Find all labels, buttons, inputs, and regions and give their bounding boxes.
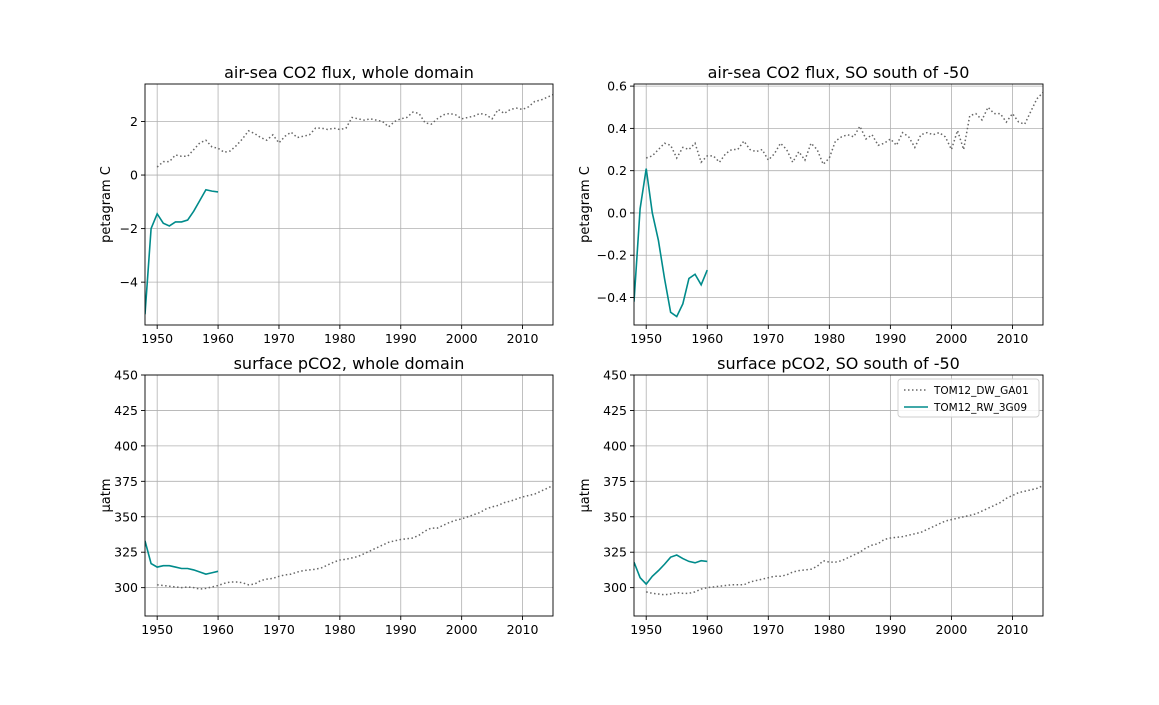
chart-4-y-tick-label-6: 450 <box>603 368 627 383</box>
chart-1-ylabel: petagram C <box>99 166 114 243</box>
chart-3-x-tick-label-1980: 1980 <box>324 622 356 637</box>
chart-2-series-dw-ga01-line <box>645 91 1043 166</box>
chart-2-axes-frame <box>633 83 1044 326</box>
chart-2-ylabel: petagram C <box>578 166 593 243</box>
chart-4-y-tick-label-5: 425 <box>603 403 627 418</box>
legend-box <box>897 378 1040 418</box>
chart-2-y-tick-label-0: −0.4 <box>597 290 627 305</box>
chart-1-series-dw-ga01-line <box>156 94 553 168</box>
chart-1-y-tick-label-1: −2 <box>120 221 138 236</box>
chart-2-y-tick-label-5: 0.6 <box>607 79 627 94</box>
chart-4-legend: TOM12_DW_GA01 TOM12_RW_3G09 <box>897 378 1040 418</box>
chart-4-x-tick-label-2010: 2010 <box>997 622 1029 637</box>
legend-label-rw-3g09: TOM12_RW_3G09 <box>933 402 1027 414</box>
chart-1-x-tick-label-1960: 1960 <box>202 331 234 346</box>
chart-1-x-tick-label-1990: 1990 <box>385 331 417 346</box>
chart-2-x-tick-label-1990: 1990 <box>874 331 906 346</box>
chart-4-y-tick-label-3: 375 <box>603 474 627 489</box>
chart-3-y-tick-label-5: 425 <box>114 403 138 418</box>
chart-1-x-tick-label-1970: 1970 <box>263 331 295 346</box>
chart-3-ylabel: μatm <box>99 479 114 513</box>
chart-4: 1950 1960 1970 1980 1990 2000 2010 300 325 350 375… <box>578 354 1044 637</box>
chart-3-y-tick-label-1: 325 <box>114 545 138 560</box>
chart-3-x-tick-label-1990: 1990 <box>385 622 417 637</box>
chart-4-y-tick-label-4: 400 <box>603 438 627 453</box>
chart-4-title: surface pCO2, SO south of -50 <box>717 354 960 373</box>
chart-2-x-tick-label-1970: 1970 <box>752 331 784 346</box>
chart-4-y-tick-label-2: 350 <box>603 509 627 524</box>
chart-2: 1950 1960 1970 1980 1990 2000 2010 −0.4 −0.2 0.0 0… <box>578 63 1044 346</box>
chart-2-x-tick-label-1950: 1950 <box>630 331 662 346</box>
chart-1-title: air-sea CO2 flux, whole domain <box>224 63 474 82</box>
chart-3-y-tick-label-6: 450 <box>114 368 138 383</box>
chart-3-y-tick-label-2: 350 <box>114 509 138 524</box>
chart-3-title: surface pCO2, whole domain <box>234 354 465 373</box>
chart-3: 1950 1960 1970 1980 1990 2000 2010 300 325 350 375… <box>99 354 554 637</box>
chart-4-y-tick-label-1: 325 <box>603 545 627 560</box>
chart-3-y-tick-label-4: 400 <box>114 438 138 453</box>
chart-2-y-tick-label-4: 0.4 <box>607 121 627 136</box>
chart-3-x-tick-label-2010: 2010 <box>507 622 539 637</box>
legend-label-dw-ga01: TOM12_DW_GA01 <box>933 385 1029 397</box>
chart-1-axes-frame <box>144 83 554 326</box>
chart-2-series-rw-3g09-line <box>634 168 708 318</box>
chart-1: 1950 1960 1970 1980 1990 2000 2010 −4 −2 0 2 air-se… <box>99 63 554 346</box>
chart-3-x-tick-label-1970: 1970 <box>263 622 295 637</box>
chart-4-x-tick-label-1990: 1990 <box>874 622 906 637</box>
chart-2-x-tick-label-2000: 2000 <box>936 331 968 346</box>
chart-4-x-tick-label-1960: 1960 <box>691 622 723 637</box>
chart-4-series-rw-3g09-line <box>634 554 708 586</box>
chart-2-x-tick-label-2010: 2010 <box>997 331 1029 346</box>
chart-4-x-tick-label-1950: 1950 <box>630 622 662 637</box>
chart-3-y-tick-label-0: 300 <box>114 580 138 595</box>
chart-3-x-tick-label-2000: 2000 <box>446 622 478 637</box>
chart-3-x-tick-label-1960: 1960 <box>202 622 234 637</box>
chart-3-y-tick-label-3: 375 <box>114 474 138 489</box>
chart-3-series-dw-ga01-line <box>157 484 553 590</box>
chart-4-ylabel: μatm <box>578 479 593 513</box>
chart-2-y-tick-label-2: 0.0 <box>607 205 627 220</box>
chart-4-x-tick-label-1980: 1980 <box>813 622 845 637</box>
chart-2-x-tick-label-1960: 1960 <box>691 331 723 346</box>
chart-2-x-tick-label-1980: 1980 <box>813 331 845 346</box>
chart-1-series-rw-3g09-line <box>145 188 219 315</box>
chart-1-y-tick-label-0: −4 <box>120 275 138 290</box>
chart-2-y-tick-label-1: −0.2 <box>597 248 627 263</box>
chart-1-x-tick-label-1980: 1980 <box>324 331 356 346</box>
chart-2-title: air-sea CO2 flux, SO south of -50 <box>708 63 970 82</box>
chart-3-x-tick-label-1950: 1950 <box>141 622 173 637</box>
chart-4-x-tick-label-2000: 2000 <box>936 622 968 637</box>
chart-1-y-tick-label-2: 0 <box>130 168 138 183</box>
chart-4-y-tick-label-0: 300 <box>603 580 627 595</box>
chart-1-x-tick-label-2000: 2000 <box>446 331 478 346</box>
chart-3-axes-frame <box>144 374 554 617</box>
chart-1-y-tick-label-3: 2 <box>130 114 138 129</box>
chart-1-x-tick-label-1950: 1950 <box>141 331 173 346</box>
chart-1-x-tick-label-2010: 2010 <box>507 331 539 346</box>
chart-3-series-rw-3g09-line <box>145 540 219 576</box>
chart-4-x-tick-label-1970: 1970 <box>752 622 784 637</box>
chart-2-y-tick-label-3: 0.2 <box>607 163 627 178</box>
chart-4-series-dw-ga01-line <box>646 484 1043 596</box>
chart-4-axes-frame <box>633 374 1044 617</box>
